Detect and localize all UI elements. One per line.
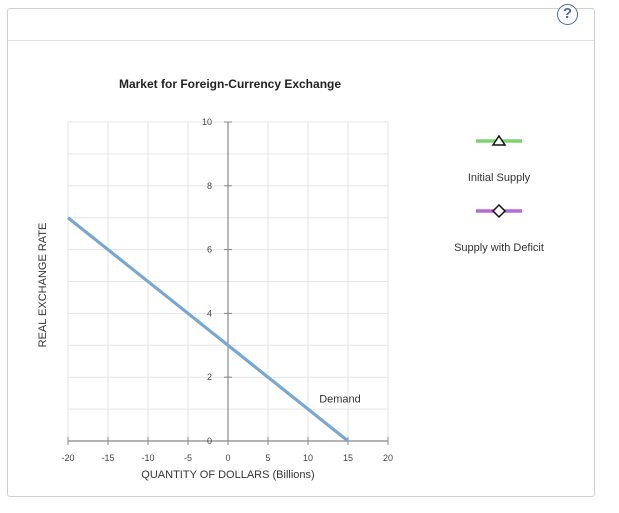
- legend[interactable]: Initial Supply Supply with Deficit: [454, 134, 544, 254]
- y-axis-label: REAL EXCHANGE RATE: [37, 223, 49, 348]
- series-layer[interactable]: [67, 216, 349, 443]
- legend-initial-supply[interactable]: Initial Supply: [468, 134, 531, 184]
- diamond-marker-icon[interactable]: [491, 203, 507, 219]
- x-tick-label: 10: [303, 453, 313, 463]
- y-tick-label: 4: [207, 308, 212, 318]
- legend-label: Supply with Deficit: [454, 242, 544, 254]
- axes: [67, 121, 389, 445]
- y-tick-label: 2: [207, 372, 212, 382]
- y-tick-label: 8: [207, 181, 212, 191]
- y-tick-label: 0: [207, 436, 212, 446]
- panel-header: [8, 9, 594, 41]
- x-tick-label: 5: [265, 453, 270, 463]
- x-tick-label: -5: [184, 453, 192, 463]
- question-mark-icon[interactable]: ?: [557, 4, 578, 25]
- triangle-marker-icon[interactable]: [491, 134, 507, 146]
- y-tick-label: 6: [207, 245, 212, 255]
- labels: -20 -15 -10 -5 0 5 10 15 20 0 2 4 6 8 10 Demand: [61, 117, 393, 463]
- x-tick-label: -15: [101, 453, 114, 463]
- x-axis-label: QUANTITY OF DOLLARS (Billions): [141, 469, 314, 481]
- y-tick-label: 10: [202, 117, 212, 127]
- demand-label: Demand: [319, 394, 361, 406]
- chart-title: Market for Foreign-Currency Exchange: [119, 77, 341, 91]
- demand-curve[interactable]: [67, 216, 349, 443]
- graph-panel: [7, 8, 595, 497]
- x-tick-label: -20: [61, 453, 74, 463]
- x-tick-label: 15: [343, 453, 353, 463]
- legend-label: Initial Supply: [468, 172, 531, 184]
- x-tick-label: -10: [141, 453, 154, 463]
- x-tick-label: 20: [383, 453, 393, 463]
- x-tick-label: 0: [225, 453, 230, 463]
- legend-supply-with-deficit[interactable]: Supply with Deficit: [454, 203, 544, 254]
